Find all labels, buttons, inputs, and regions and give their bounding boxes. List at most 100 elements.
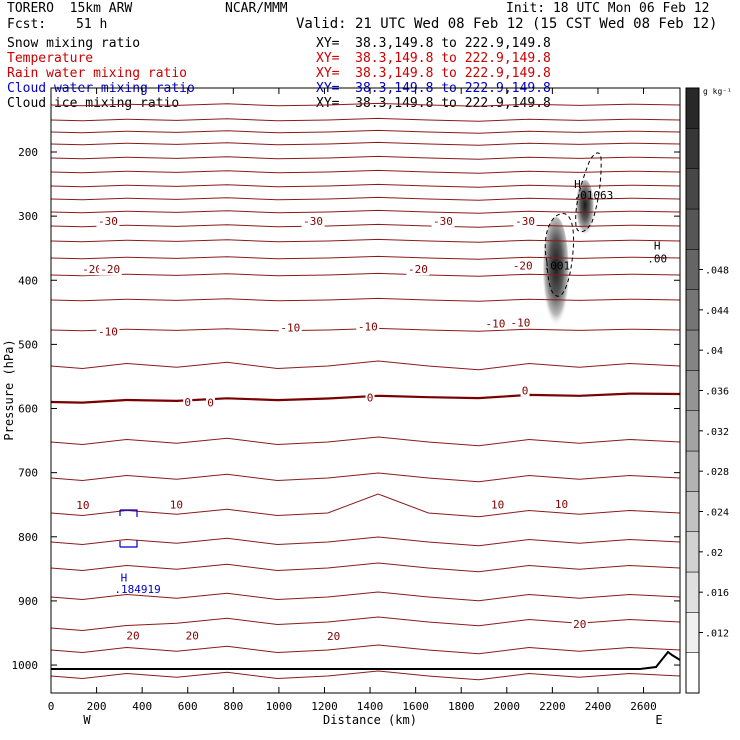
west-label: W	[83, 713, 91, 727]
colorbar-swatch	[685, 128, 700, 169]
y-axis-label: Pressure (hPa)	[2, 339, 16, 440]
y-tick-label: 300	[18, 210, 38, 223]
temperature-contour	[50, 536, 681, 547]
colorbar-tick-label: .02	[705, 548, 723, 559]
temperature-label-bg	[571, 618, 588, 630]
colorbar-swatch	[685, 370, 700, 411]
extremum-label: .01063	[574, 189, 614, 202]
temperature-label: 10	[555, 498, 568, 511]
temperature-label-bg	[483, 318, 507, 330]
x-axis-label: Distance (km)	[323, 713, 417, 727]
temperature-contour	[50, 196, 681, 201]
temperature-contour	[50, 562, 681, 573]
colorbar-swatch	[685, 450, 700, 492]
temperature-contour	[50, 591, 681, 602]
temperature-label: -10	[280, 322, 300, 335]
x-axis: 0 200 400 600 800 1000 1200 1400 1600 1800 2000 220…	[48, 88, 657, 713]
org-title: NCAR/MMM	[225, 1, 288, 16]
temperature-label-bg	[356, 321, 380, 333]
colorbar-swatch	[685, 87, 700, 129]
temperature-contour	[50, 472, 681, 483]
cloud-ice-contour-1	[544, 213, 575, 297]
colorbar-swatch	[685, 652, 700, 694]
snow-upper-core	[576, 180, 594, 236]
temperature-label: 20	[573, 618, 586, 631]
temperature-label: 0	[522, 384, 529, 397]
model-title: TORERO 15km ARW	[7, 1, 133, 16]
init-time: Init: 18 UTC Mon 06 Feb 12	[506, 1, 710, 16]
temperature-label: -20	[513, 259, 533, 272]
temperature-label-bg	[168, 499, 185, 511]
colorbar-tick-label: .036	[705, 387, 729, 398]
x-tick-label: 800	[223, 700, 243, 713]
temperature-zero-line	[50, 392, 681, 404]
east-label: E	[655, 713, 662, 727]
temperature-label-bg	[406, 264, 430, 276]
extremum-label: H	[654, 239, 661, 252]
extremum-label: H	[574, 178, 581, 191]
temperature-label: 20	[126, 629, 139, 642]
temperature-contour	[50, 129, 681, 134]
temperature-contour	[50, 102, 681, 107]
field-name-snow: Snow mixing ratio	[7, 36, 141, 51]
colorbar-unit: g kg⁻¹	[703, 87, 732, 96]
temperature-contours	[50, 102, 681, 681]
extremum-label: H	[121, 572, 128, 585]
temperature-contour	[50, 616, 681, 632]
y-tick-label: 400	[18, 274, 38, 287]
colorbar-tick-label: .04	[705, 346, 723, 357]
temperature-contour	[50, 670, 681, 681]
temperature-contour	[50, 436, 681, 447]
temperature-label: -20	[100, 263, 120, 276]
colorbar-tick-label: .048	[705, 266, 729, 277]
field-xy-cloud-ice: XY= 38.3,149.8 to 222.9,149.8	[316, 96, 551, 111]
cloud-ice-contour-2	[575, 152, 602, 233]
temperature-label-bg	[96, 326, 120, 338]
x-tick-label: 2600	[630, 700, 657, 713]
cloud-water-bracket	[119, 509, 138, 548]
extremum-label: .001	[544, 259, 571, 272]
temperature-label: 20	[186, 629, 199, 642]
temperature-label: 20	[327, 630, 340, 643]
temperature-label: -30	[515, 215, 535, 228]
temperature-label-bg	[301, 216, 325, 228]
temperature-contour	[50, 360, 681, 371]
temperature-contour	[50, 238, 681, 243]
temperature-label-bg	[184, 630, 201, 642]
x-tick-label: 2000	[494, 700, 521, 713]
x-tick-label: 1600	[402, 700, 429, 713]
field-xy-snow: XY= 38.3,149.8 to 222.9,149.8	[316, 36, 551, 51]
temperature-label-bg	[325, 631, 342, 643]
colorbar-swatch	[685, 249, 700, 290]
colorbar-swatch	[685, 410, 700, 452]
colorbar-tick-label: .012	[705, 629, 729, 640]
temperature-label: 0	[367, 391, 374, 404]
temperature-labels: -30 -30 -30 -30-20-20 -20 -20-10 -10 -10 -10 -100…	[74, 215, 588, 643]
field-name-cloud-ice: Cloud ice mixing ratio	[7, 96, 180, 111]
temperature-label: -10	[358, 320, 378, 333]
y-tick-label: 200	[18, 146, 38, 159]
temperature-label-bg	[520, 385, 530, 397]
forecast-label: Fcst:	[7, 17, 47, 32]
temperature-label-bg	[553, 498, 570, 510]
x-tick-label: 400	[132, 700, 152, 713]
temperature-contour	[50, 493, 681, 518]
x-tick-label: 2200	[539, 700, 566, 713]
colorbar-swatch	[685, 612, 700, 653]
colorbar-swatch	[685, 289, 700, 331]
x-tick-label: 1200	[311, 700, 338, 713]
temperature-label-bg	[183, 396, 193, 408]
temperature-contour	[50, 169, 681, 174]
x-tick-label: 1400	[357, 700, 384, 713]
temperature-label: -30	[303, 215, 323, 228]
temperature-contour	[50, 141, 681, 146]
forecast-hours: 51 h	[76, 17, 108, 32]
cloud-ice-contours	[544, 152, 602, 297]
temperature-contour	[50, 644, 681, 655]
x-tick-label: 2400	[585, 700, 612, 713]
x-tick-label: 1800	[448, 700, 475, 713]
temperature-label: -20	[82, 263, 102, 276]
